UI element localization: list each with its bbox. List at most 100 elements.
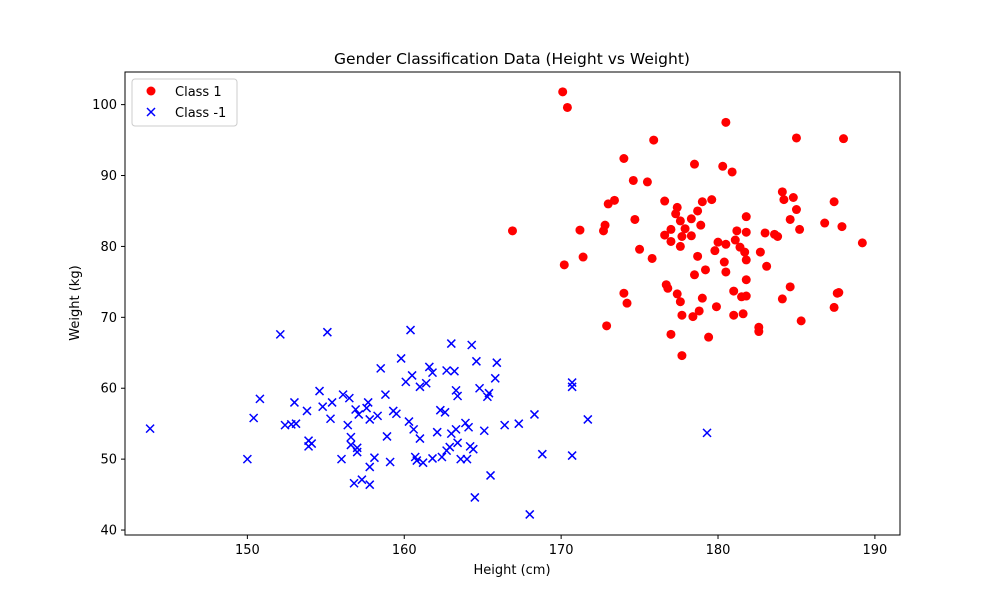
data-point-s0-87 [738, 309, 748, 319]
data-point-s1-2 [249, 413, 259, 423]
data-point-s1-57 [427, 453, 438, 463]
data-point-s0-65 [700, 265, 710, 275]
data-point-s0-17 [707, 195, 717, 205]
data-point-s0-93 [754, 327, 764, 337]
data-point-s0-16 [697, 197, 707, 207]
data-point-s1-16 [325, 414, 336, 424]
data-point-s1-36 [373, 411, 383, 421]
data-point-s1-51 [415, 434, 425, 444]
y-tick-label: 100 [92, 98, 117, 113]
data-point-s1-29 [357, 475, 367, 485]
data-point-s1-22 [346, 432, 356, 442]
data-point-s1-54 [421, 378, 431, 388]
data-point-s0-4 [791, 133, 801, 143]
data-point-s0-66 [721, 267, 731, 277]
data-point-s1-30 [362, 403, 372, 413]
data-point-s1-93 [567, 378, 577, 388]
data-point-s0-0 [558, 87, 568, 97]
data-point-s1-47 [407, 370, 417, 380]
data-point-s1-71 [453, 438, 463, 448]
data-point-s1-27 [352, 443, 362, 453]
data-point-s0-6 [619, 154, 629, 164]
data-point-s0-46 [773, 231, 783, 241]
data-point-s0-90 [796, 316, 806, 326]
data-point-s0-41 [760, 228, 770, 238]
legend-marker-class-neg1 [146, 107, 156, 117]
data-point-s0-29 [785, 214, 795, 224]
data-point-s1-1 [242, 454, 252, 464]
data-point-s0-63 [559, 260, 569, 270]
data-point-s1-17 [327, 397, 337, 407]
plot-area [125, 72, 900, 535]
data-point-s0-77 [832, 288, 842, 298]
data-point-s0-82 [622, 298, 632, 308]
data-point-s1-23 [346, 440, 356, 450]
data-point-s0-59 [578, 252, 588, 262]
data-point-s0-72 [729, 286, 739, 296]
data-point-s0-52 [675, 241, 685, 251]
x-tick-label: 190 [862, 543, 887, 558]
data-point-s0-22 [693, 206, 703, 216]
data-point-s0-60 [647, 253, 657, 263]
data-point-s1-25 [351, 404, 361, 415]
data-point-s0-96 [677, 351, 687, 361]
data-point-s1-19 [338, 390, 348, 400]
data-point-s1-77 [467, 340, 477, 350]
data-point-s0-38 [741, 227, 751, 237]
y-tick-label: 50 [100, 453, 117, 468]
data-point-s1-65 [446, 339, 456, 349]
data-point-s1-0 [145, 424, 155, 434]
data-point-s1-61 [440, 407, 450, 417]
data-point-s1-12 [307, 439, 317, 449]
data-point-s0-58 [693, 251, 703, 261]
data-point-s0-94 [666, 329, 676, 339]
legend-marker-class-1 [146, 86, 156, 96]
legend-box [131, 78, 238, 127]
data-point-s0-10 [628, 175, 638, 185]
data-point-s0-8 [718, 161, 728, 171]
data-point-s0-32 [696, 220, 706, 230]
data-point-s0-75 [741, 291, 751, 301]
data-point-s0-78 [619, 288, 629, 298]
data-point-s0-18 [779, 195, 789, 205]
data-point-s0-88 [677, 310, 687, 320]
data-point-s1-37 [376, 363, 386, 373]
data-point-s0-73 [672, 289, 682, 299]
data-point-s1-64 [445, 442, 455, 452]
data-point-s0-11 [642, 177, 652, 187]
data-point-s1-73 [460, 418, 470, 428]
data-point-s1-14 [318, 402, 328, 412]
data-point-s0-50 [666, 236, 676, 246]
data-point-s0-56 [755, 247, 765, 257]
data-point-s0-44 [686, 231, 696, 241]
data-point-s1-21 [344, 393, 354, 403]
chart-title: Gender Classification Data (Height vs We… [334, 50, 690, 68]
data-point-s1-74 [462, 454, 472, 464]
data-point-s0-35 [598, 226, 608, 236]
data-point-s1-58 [432, 427, 442, 437]
data-point-s1-48 [409, 424, 419, 434]
legend: Class 1 Class -1 [131, 78, 238, 127]
y-tick-label: 70 [100, 311, 117, 326]
data-point-s0-40 [837, 222, 847, 232]
data-point-s1-53 [418, 458, 428, 468]
data-point-s1-84 [484, 388, 494, 398]
data-point-s1-60 [437, 452, 447, 462]
data-point-s1-35 [369, 453, 379, 463]
data-point-s0-24 [671, 209, 681, 219]
data-point-s1-3 [255, 394, 265, 404]
x-axis-title: Height (cm) [473, 563, 550, 578]
data-point-s0-13 [788, 192, 798, 202]
data-point-s1-88 [500, 420, 510, 430]
data-point-s0-68 [741, 275, 751, 285]
data-point-s1-95 [567, 451, 577, 461]
data-point-s1-26 [352, 447, 362, 457]
data-point-s0-3 [649, 135, 659, 145]
data-point-s1-79 [471, 356, 481, 366]
data-point-s1-45 [404, 417, 414, 427]
data-point-s1-80 [470, 492, 480, 502]
data-point-s1-89 [514, 419, 524, 429]
data-point-s0-28 [686, 214, 696, 224]
data-point-s0-30 [820, 218, 830, 228]
